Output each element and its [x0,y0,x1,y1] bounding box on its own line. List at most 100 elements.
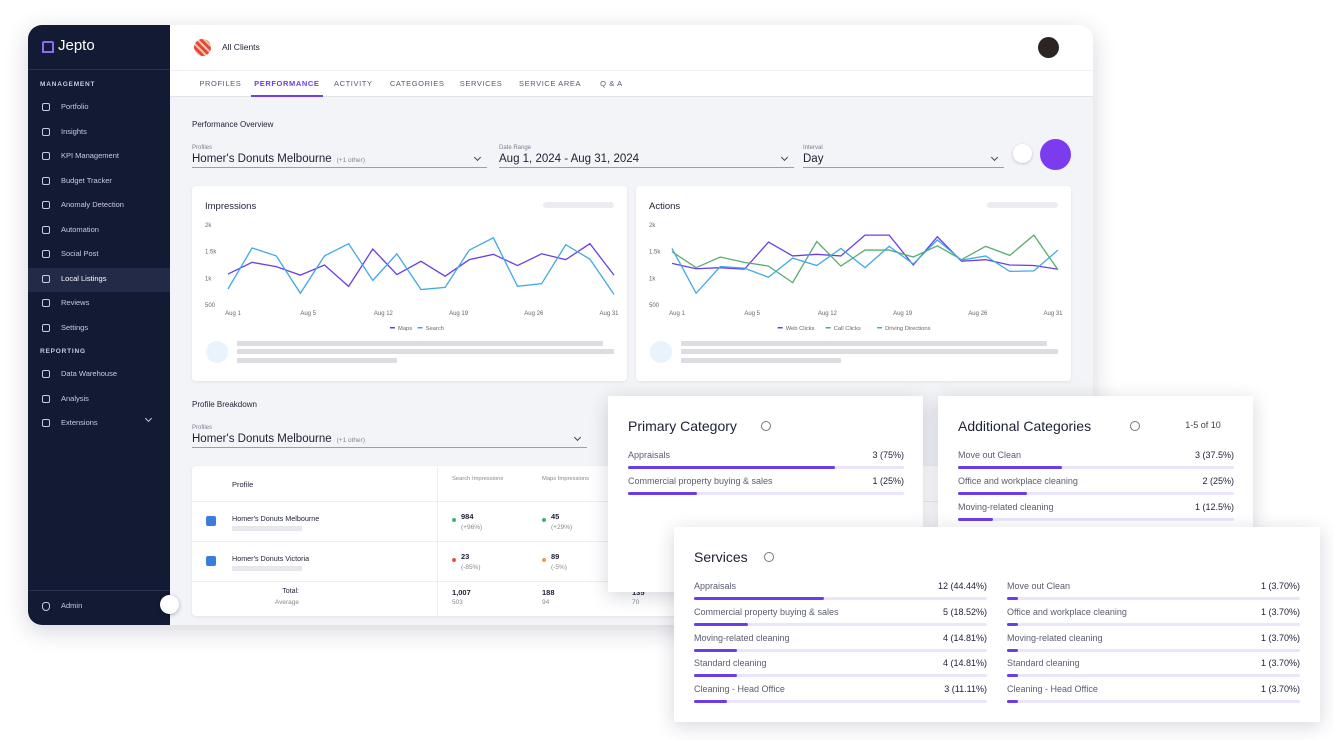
line-series [671,239,1059,295]
tab[interactable]: CATEGORIES [389,79,445,88]
section-title: MANAGEMENT [40,81,96,88]
y-tick-label: 1.5k [649,250,661,256]
x-tick-label: Aug 12 [818,311,838,317]
bar [1007,700,1018,704]
filter-button[interactable] [1013,144,1032,163]
item-label: 1 (3.70%) [1260,684,1300,695]
tab[interactable]: PROFILES [199,79,242,88]
y-tick-label: 1.5k [205,250,217,256]
item-label: 4 (14.81%) [942,658,987,669]
bar-track [694,622,987,626]
client-select[interactable]: All Clients [222,42,260,52]
underline [192,447,587,448]
nav-item[interactable]: Data Warehouse [61,369,118,378]
profile-icon [206,516,216,526]
cell-value: 984 [461,512,474,521]
chart: Impressions 2k 1.5k 1k 500 Aug 1 Aug 5 Aug 12 Au… [205,201,619,363]
item-name: Standard cleaning [694,658,767,669]
brand-logo [42,41,54,53]
item-name: Cleaning - Head Office [694,684,785,695]
active-item-bg [28,267,170,292]
item-label: 3 (75%) [872,450,904,460]
nav-item[interactable]: Anomaly Detection [61,200,124,209]
tab[interactable]: Q & A [600,79,623,88]
placeholder [681,341,1047,346]
bar [694,597,825,600]
y-tick-label: 2k [649,223,656,229]
filter-value[interactable]: Homer's Donuts Melbourne (+1 other) [192,433,365,445]
filter-extra: (+1 other) [336,437,365,444]
nav-item[interactable]: Social Post [61,249,99,258]
item-label: 1 (3.70%) [1260,658,1300,669]
placeholder [681,349,1058,354]
bar [958,492,1027,495]
item-label: 1 (3.70%) [1260,632,1300,643]
avatar[interactable] [1038,37,1059,58]
pager[interactable]: 1-5 of 10 [1185,420,1221,430]
tabs-bar [170,70,1093,97]
panel-title: Services [694,549,748,565]
filter-value[interactable]: Homer's Donuts Melbourne (+1 other) [192,153,365,165]
x-tick-label: Aug 31 [599,311,619,317]
line-series [227,236,615,295]
item-label: 4 (14.81%) [942,632,987,643]
item-label: 12 (44.44%) [937,581,987,591]
nav-item[interactable]: Admin [61,601,83,610]
legend-swatch [390,327,395,329]
bar [694,700,727,704]
placeholder [232,526,302,531]
bar-track [694,700,987,704]
column-header: Maps Impressions [542,476,590,482]
legend-label: Call Clicks [834,326,861,332]
nav-icon [42,323,50,332]
legend-label: Search [426,326,444,332]
nav-item[interactable]: KPI Management [61,151,119,160]
legend-label: Maps [398,326,412,332]
x-tick-label: Aug 5 [300,311,316,317]
nav-item[interactable]: Analysis [61,393,89,403]
average-value: 503 [452,599,463,606]
tab[interactable]: PERFORMANCE [250,70,323,97]
collapse-button[interactable] [160,595,179,614]
bar-track [694,648,987,652]
nav-item[interactable]: Automation [61,224,99,234]
filter-value[interactable]: Day [803,153,824,165]
item-name: Office and workplace cleaning [1007,606,1127,617]
profile-name: Homer's Donuts Victoria [232,554,310,563]
total-value: 188 [542,588,555,597]
nav-item[interactable]: Reviews [61,298,90,307]
panel-title: Primary Category [628,418,737,434]
bar-track [694,674,987,678]
line-series [671,234,1059,284]
chart-card: Actions 2k 1.5k 1k 500 Aug 1 Aug 5 Aug 12 Aug 19… [636,186,1071,381]
chart-title: Impressions [205,201,256,212]
legend-swatch [877,327,883,329]
section-title: Performance Overview [192,120,274,129]
nav-item[interactable]: Portfolio [61,102,89,111]
tab[interactable]: SERVICE AREA [519,79,582,88]
profile-name: Homer's Donuts Melbourne [232,514,320,523]
nav-item[interactable]: Extensions [61,418,98,427]
y-tick-label: 500 [205,303,216,309]
nav-icon [42,152,50,160]
x-tick-label: Aug 26 [524,311,544,317]
cell-change: (-5%) [551,564,567,571]
tab[interactable]: ACTIVITY [334,79,373,88]
y-tick-label: 2k [205,223,212,229]
cell-change: (+96%) [461,524,483,531]
item-name: Moving-related cleaning [958,502,1054,512]
section-title: REPORTING [40,348,86,355]
bar [958,518,993,521]
filter-value[interactable]: Aug 1, 2024 - Aug 31, 2024 [499,153,640,165]
average-value: 70 [632,599,640,606]
help-icon [1129,421,1140,431]
filter-label: Date Range [499,145,532,151]
nav-item[interactable]: Insights [61,126,87,136]
bar [628,466,835,469]
tab[interactable]: SERVICES [459,79,503,88]
add-button[interactable] [1040,139,1071,170]
nav-item[interactable]: Local Listings [61,273,107,283]
nav-item[interactable]: Settings [61,322,89,332]
nav-item[interactable]: Budget Tracker [61,175,112,185]
